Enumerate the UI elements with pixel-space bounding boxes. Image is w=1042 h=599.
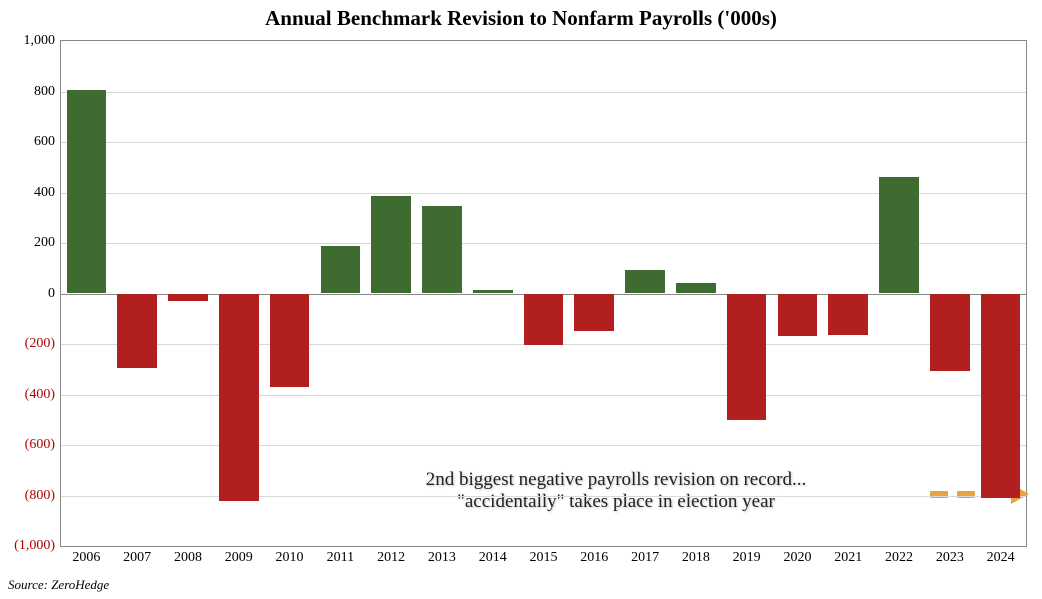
- x-tick-label: 2007: [123, 546, 151, 566]
- x-tick-label: 2020: [783, 546, 811, 566]
- x-tick-label: 2011: [327, 546, 354, 566]
- x-tick-label: 2022: [885, 546, 913, 566]
- annotation-line2: "accidentally" takes place in election y…: [457, 491, 775, 512]
- y-tick-label: (800): [1, 488, 61, 504]
- x-tick-label: 2008: [174, 546, 202, 566]
- gridline: [61, 395, 1026, 396]
- y-tick-label: 600: [1, 134, 61, 150]
- bar: [321, 246, 361, 294]
- y-tick-label: 1,000: [1, 33, 61, 49]
- y-tick-label: 0: [1, 286, 61, 302]
- arrow-dash: [957, 491, 975, 498]
- y-tick-label: (400): [1, 387, 61, 403]
- x-tick-label: 2010: [276, 546, 304, 566]
- y-tick-label: 800: [1, 84, 61, 100]
- x-tick-label: 2014: [479, 546, 507, 566]
- bar: [524, 294, 564, 346]
- bar: [727, 294, 767, 420]
- annotation-line1: 2nd biggest negative payrolls revision o…: [426, 469, 806, 490]
- x-tick-label: 2023: [936, 546, 964, 566]
- bar: [676, 283, 716, 293]
- bar: [981, 294, 1021, 499]
- bar: [828, 294, 868, 336]
- bar: [422, 206, 462, 293]
- source-label: Source: ZeroHedge: [8, 577, 109, 593]
- y-tick-label: (600): [1, 437, 61, 453]
- chart-container: Annual Benchmark Revision to Nonfarm Pay…: [0, 0, 1042, 599]
- bar: [625, 270, 665, 294]
- y-tick-label: 400: [1, 185, 61, 201]
- gridline: [61, 92, 1026, 93]
- x-tick-label: 2021: [834, 546, 862, 566]
- bar: [778, 294, 818, 337]
- x-tick-label: 2016: [580, 546, 608, 566]
- x-tick-label: 2018: [682, 546, 710, 566]
- bar: [879, 177, 919, 293]
- x-tick-label: 2017: [631, 546, 659, 566]
- annotation-text: 2nd biggest negative payrolls revision o…: [426, 469, 806, 513]
- gridline: [61, 445, 1026, 446]
- arrow-dash: [930, 491, 948, 498]
- x-tick-label: 2009: [225, 546, 253, 566]
- x-tick-label: 2013: [428, 546, 456, 566]
- y-tick-label: (1,000): [1, 538, 61, 554]
- x-tick-label: 2019: [733, 546, 761, 566]
- gridline: [61, 142, 1026, 143]
- bar: [930, 294, 970, 371]
- gridline: [61, 496, 1026, 497]
- bar: [574, 294, 614, 332]
- x-tick-label: 2015: [530, 546, 558, 566]
- bar: [67, 90, 107, 293]
- bar: [168, 294, 208, 302]
- chart-title: Annual Benchmark Revision to Nonfarm Pay…: [0, 6, 1042, 31]
- bar: [117, 294, 157, 368]
- bar: [270, 294, 310, 387]
- x-tick-label: 2006: [72, 546, 100, 566]
- x-tick-label: 2012: [377, 546, 405, 566]
- y-tick-label: 200: [1, 235, 61, 251]
- plot-area: 2nd biggest negative payrolls revision o…: [60, 40, 1027, 547]
- x-tick-label: 2024: [987, 546, 1015, 566]
- bar: [473, 290, 513, 294]
- bar: [219, 294, 259, 501]
- bar: [371, 196, 411, 293]
- y-tick-label: (200): [1, 336, 61, 352]
